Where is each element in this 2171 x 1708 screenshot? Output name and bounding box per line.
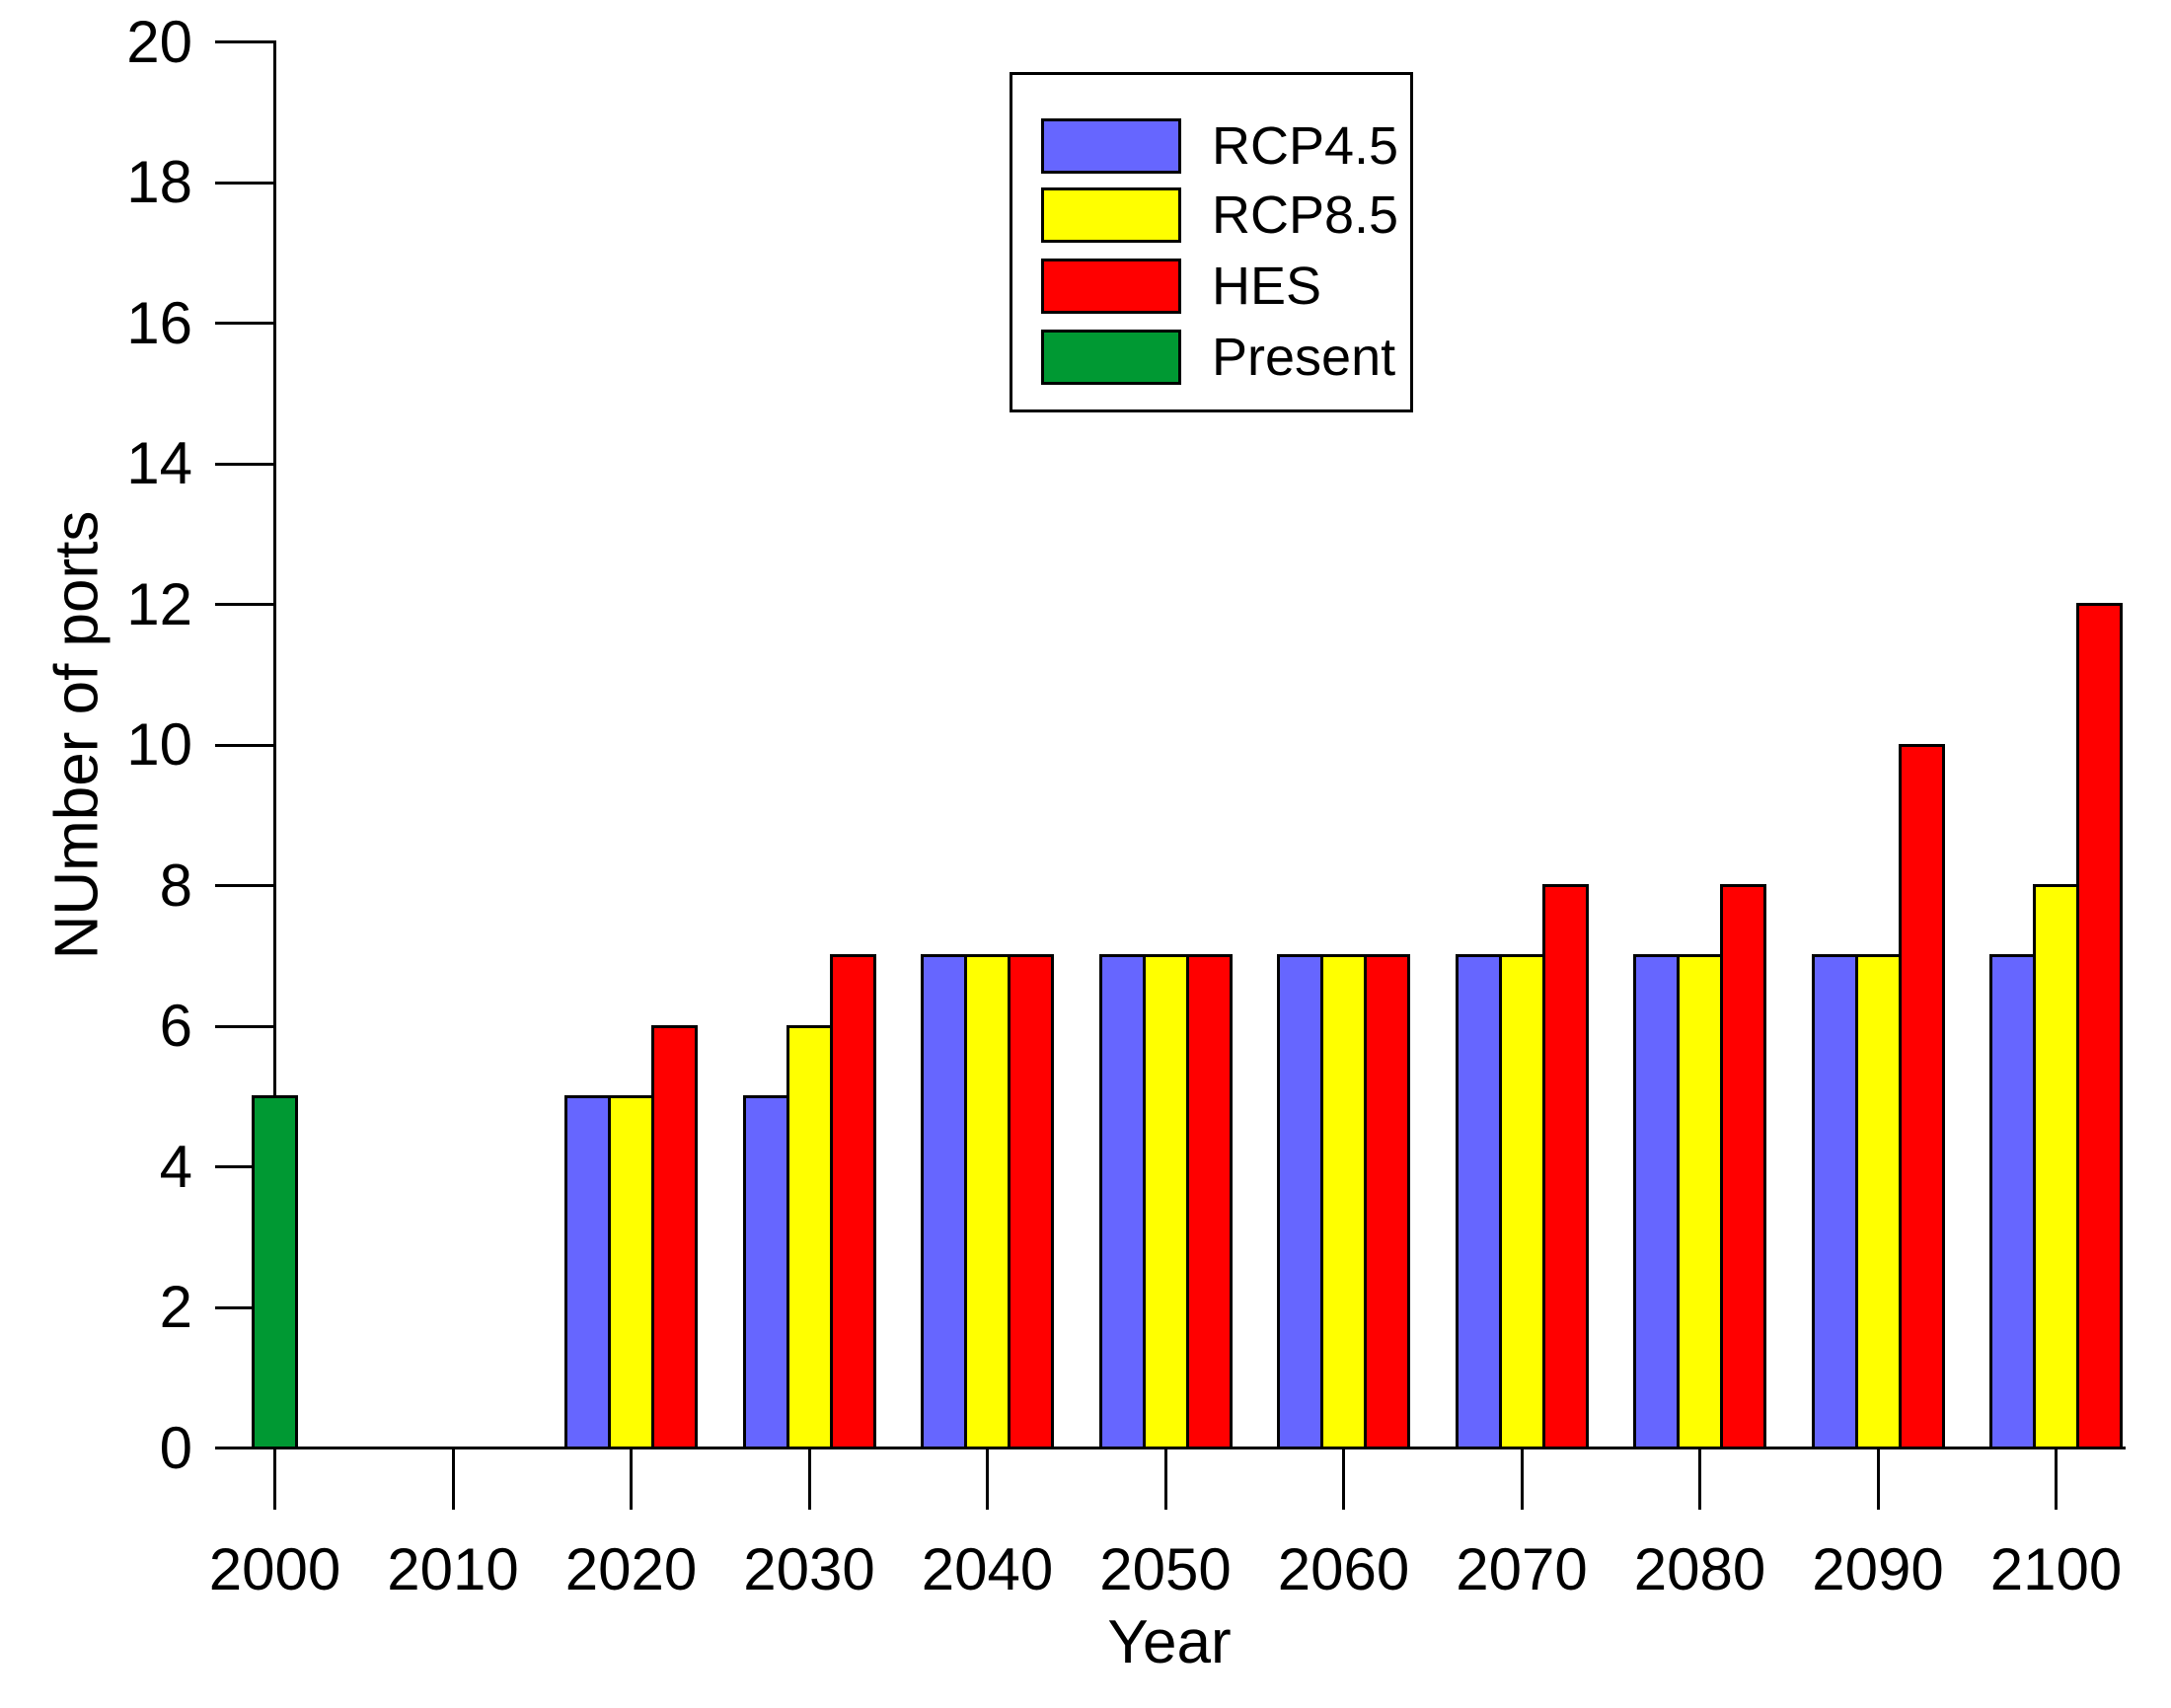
- bar-HES-2090: [1898, 743, 1945, 1449]
- y-tick-label: 10: [126, 711, 192, 779]
- bar-HES-2100: [2076, 603, 2123, 1449]
- bar-RCP8.5-2030: [786, 1024, 833, 1449]
- y-tick: [215, 603, 275, 607]
- bar-RCP4.5-2080: [1633, 954, 1680, 1449]
- bar-RCP8.5-2070: [1498, 954, 1545, 1449]
- x-tick: [273, 1448, 276, 1510]
- x-tick-label: 2000: [208, 1536, 341, 1602]
- legend-label-HES: HES: [1212, 257, 1322, 316]
- x-tick-label: 2050: [1099, 1536, 1232, 1602]
- y-axis-title: NUmber of ports: [42, 510, 112, 960]
- x-tick-label: 2060: [1277, 1536, 1410, 1602]
- y-tick: [215, 884, 275, 888]
- y-tick: [215, 1447, 275, 1449]
- bar-RCP4.5-2020: [564, 1094, 611, 1449]
- legend-label-RCP8.5: RCP8.5: [1212, 186, 1399, 245]
- y-tick: [215, 1024, 275, 1028]
- bar-RCP4.5-2060: [1277, 954, 1323, 1449]
- legend-swatch-RCP8.5: [1041, 187, 1181, 243]
- x-tick-label: 2040: [921, 1536, 1054, 1602]
- x-tick: [1876, 1448, 1880, 1510]
- bar-RCP8.5-2090: [1854, 954, 1902, 1449]
- legend-label-Present: Present: [1212, 328, 1396, 387]
- y-tick-label: 0: [159, 1414, 192, 1481]
- legend: RCP4.5 RCP8.5 HES Present: [1010, 72, 1413, 412]
- bar-RCP4.5-2030: [742, 1094, 789, 1449]
- y-tick: [215, 1305, 275, 1309]
- y-tick: [215, 462, 275, 466]
- x-tick: [630, 1448, 633, 1510]
- bar-HES-2030: [829, 954, 876, 1449]
- y-tick-label: 8: [159, 852, 192, 919]
- bar-HES-2070: [1541, 884, 1589, 1449]
- x-tick-label: 2070: [1456, 1536, 1588, 1602]
- y-tick: [215, 743, 275, 747]
- bar-RCP8.5-2040: [964, 954, 1011, 1449]
- bar-HES-2060: [1364, 954, 1410, 1449]
- legend-swatch-Present: [1041, 330, 1181, 385]
- y-tick-label: 2: [159, 1274, 192, 1341]
- x-axis-title: Year: [1107, 1608, 1232, 1676]
- y-tick-label: 14: [126, 430, 192, 497]
- legend-swatch-RCP4.5: [1041, 118, 1181, 174]
- y-tick-label: 18: [126, 149, 192, 216]
- x-tick-label: 2020: [564, 1536, 698, 1602]
- y-tick-label: 20: [126, 8, 192, 75]
- y-tick: [215, 40, 275, 44]
- x-tick-label: 2080: [1633, 1536, 1766, 1602]
- x-tick: [1698, 1448, 1701, 1510]
- x-tick-label: 2030: [743, 1536, 875, 1602]
- bar-RCP8.5-2100: [2033, 884, 2079, 1449]
- y-tick-label: 4: [159, 1133, 192, 1200]
- bar-RCP4.5-2100: [1989, 954, 2036, 1449]
- legend-label-RCP4.5: RCP4.5: [1212, 116, 1399, 176]
- x-tick-label: 2010: [387, 1536, 519, 1602]
- bar-RCP8.5-2080: [1677, 954, 1723, 1449]
- bar-RCP4.5-2070: [1455, 954, 1502, 1449]
- x-tick: [451, 1448, 455, 1510]
- y-tick-label: 16: [126, 289, 192, 356]
- x-tick-label: 2090: [1812, 1536, 1944, 1602]
- x-tick: [807, 1448, 811, 1510]
- bar-RCP4.5-2090: [1811, 954, 1858, 1449]
- y-tick: [215, 181, 275, 185]
- x-tick-label: 2100: [1989, 1536, 2123, 1602]
- x-tick: [986, 1448, 989, 1510]
- y-tick-label: 12: [126, 570, 192, 637]
- bar-Present-2000: [252, 1094, 298, 1449]
- legend-swatch-HES: [1041, 259, 1181, 314]
- y-tick: [215, 322, 275, 326]
- bar-HES-2040: [1008, 954, 1054, 1449]
- y-tick: [215, 1165, 275, 1169]
- bar-RCP8.5-2050: [1142, 954, 1189, 1449]
- bar-RCP8.5-2060: [1320, 954, 1367, 1449]
- y-tick-label: 6: [159, 993, 192, 1060]
- bar-HES-2050: [1185, 954, 1233, 1449]
- bar-HES-2020: [651, 1024, 698, 1449]
- bar-RCP4.5-2040: [921, 954, 967, 1449]
- bar-HES-2080: [1720, 884, 1766, 1449]
- bar-RCP8.5-2020: [608, 1094, 654, 1449]
- x-tick: [2055, 1448, 2058, 1510]
- x-tick: [1520, 1448, 1524, 1510]
- x-tick: [1342, 1448, 1345, 1510]
- bar-RCP4.5-2050: [1098, 954, 1146, 1449]
- x-tick: [1163, 1448, 1167, 1510]
